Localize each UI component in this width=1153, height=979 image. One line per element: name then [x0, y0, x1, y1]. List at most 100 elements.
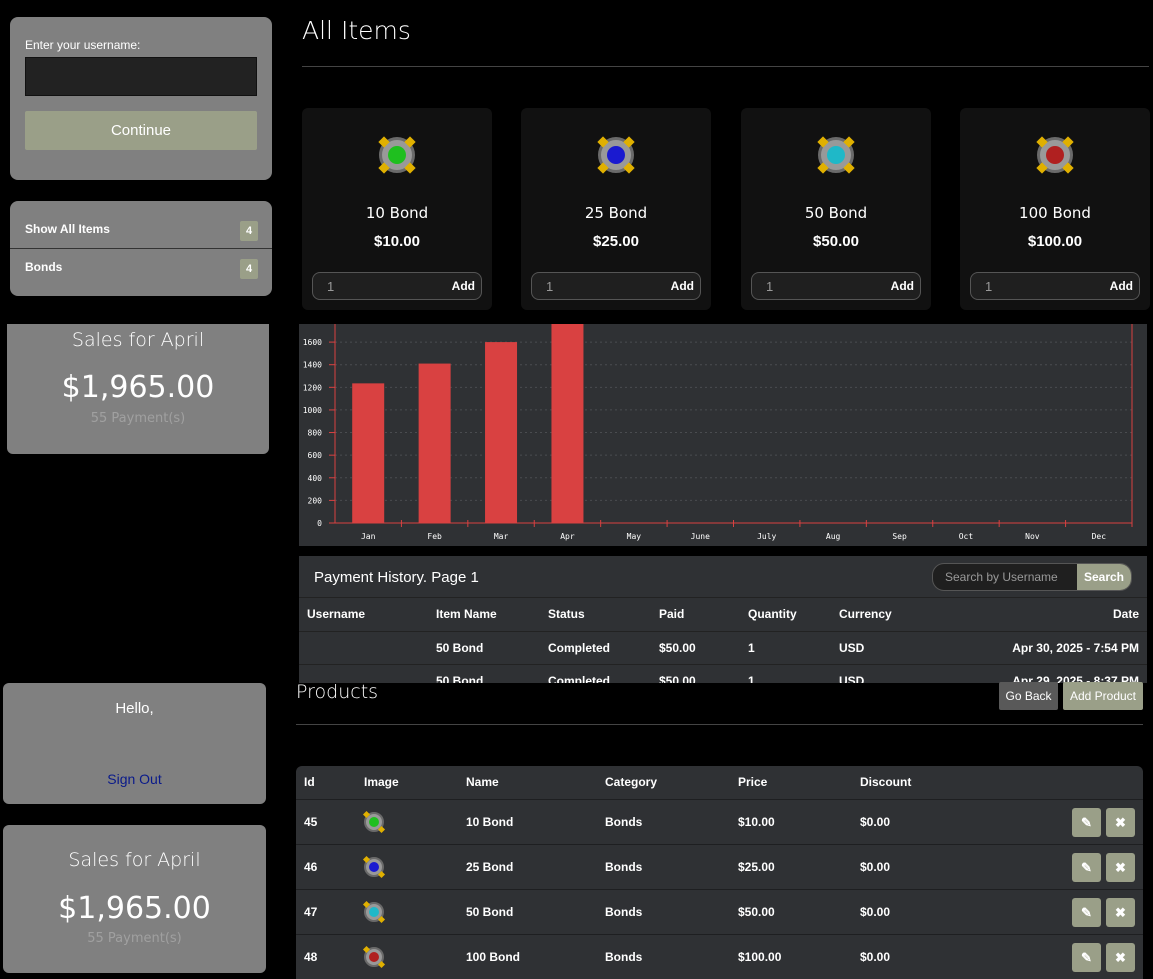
id-cell: 48 [304, 950, 318, 964]
greeting: Hello, [115, 700, 154, 717]
y-tick-label: 0 [317, 519, 322, 528]
category-bonds[interactable]: Bonds 4 [10, 239, 272, 279]
table-row: 45 10 Bond Bonds $10.00 $0.00 ✎ ✖ [296, 799, 1143, 844]
quantity-field[interactable]: 1 Add [312, 272, 482, 300]
discount-cell: $0.00 [860, 860, 891, 874]
x-tick-label: June [691, 532, 710, 541]
item-price: $25.00 [593, 233, 639, 250]
id-cell: 46 [304, 860, 318, 874]
price-cell: $10.00 [738, 815, 775, 829]
quantity-input[interactable]: 1 [766, 279, 774, 294]
status-cell: Completed [548, 674, 611, 683]
edit-icon[interactable]: ✎ [1072, 898, 1101, 927]
category-panel: Show All Items 4 Bonds 4 [10, 201, 272, 296]
paid-cell: $50.00 [659, 641, 696, 655]
column-header: Image [364, 775, 399, 789]
column-header: Paid [659, 607, 685, 621]
delete-icon[interactable]: ✖ [1106, 853, 1135, 882]
discount-cell: $0.00 [860, 815, 891, 829]
category-cell: Bonds [605, 905, 643, 919]
quantity-field[interactable]: 1 Add [970, 272, 1140, 300]
divider [296, 724, 1143, 725]
quantity-cell: 1 [748, 674, 755, 683]
sales-amount: $1,965.00 [58, 891, 211, 926]
x-tick-label: Nov [1025, 532, 1040, 541]
monthly-sales-chart: 0 200 400 600 800 1000 1200 1400 1600 Jan Feb Mar Ap… [299, 324, 1147, 546]
edit-icon[interactable]: ✎ [1072, 853, 1101, 882]
edit-icon[interactable]: ✎ [1072, 808, 1101, 837]
y-tick-label: 1600 [303, 338, 322, 347]
account-panel: Hello, Sign Out [3, 683, 266, 804]
table-row: 46 25 Bond Bonds $25.00 $0.00 ✎ ✖ [296, 844, 1143, 889]
column-header: Date [1112, 607, 1139, 621]
item-price: $100.00 [1027, 233, 1083, 250]
table-row: 47 50 Bond Bonds $50.00 $0.00 ✎ ✖ [296, 889, 1143, 934]
add-to-cart-button[interactable]: Add [451, 279, 475, 293]
date-cell: Apr 30, 2025 - 7:54 PM [1012, 641, 1139, 655]
quantity-field[interactable]: 1 Add [751, 272, 921, 300]
sales-summary-card: Sales for April $1,965.00 55 Payment(s) [7, 324, 269, 454]
quantity-field[interactable]: 1 Add [531, 272, 701, 300]
item-name: 10 Bond [365, 204, 429, 222]
y-tick-label: 1000 [303, 406, 322, 415]
item-cell: 50 Bond [436, 674, 484, 683]
bond-gem-blue-icon [362, 855, 386, 879]
quantity-input[interactable]: 1 [985, 279, 993, 294]
quantity-input[interactable]: 1 [327, 279, 335, 294]
quantity-input[interactable]: 1 [546, 279, 554, 294]
delete-icon[interactable]: ✖ [1106, 943, 1135, 972]
item-card: 10 Bond $10.00 1 Add [302, 108, 492, 310]
x-tick-label: Mar [494, 532, 509, 541]
x-tick-label: Apr [560, 532, 575, 541]
category-count-badge: 4 [240, 259, 258, 279]
column-header: Name [466, 775, 499, 789]
sales-title: Sales for April [71, 329, 205, 351]
category-show-all-items[interactable]: Show All Items 4 [10, 201, 272, 241]
edit-icon[interactable]: ✎ [1072, 943, 1101, 972]
divider [299, 597, 1147, 598]
delete-icon[interactable]: ✖ [1106, 898, 1135, 927]
category-cell: Bonds [605, 860, 643, 874]
bar [418, 363, 451, 523]
search-button[interactable]: Search [1077, 564, 1131, 590]
category-label: Show All Items [25, 222, 110, 236]
item-name: 50 Bond [804, 204, 868, 222]
products-title: Products [296, 681, 379, 703]
bond-gem-blue-icon [597, 136, 635, 174]
x-tick-label: Jan [361, 532, 376, 541]
search-bar: Search by Username Search [932, 563, 1132, 591]
bar [551, 324, 584, 523]
divider [10, 248, 272, 249]
username-input[interactable] [25, 57, 257, 96]
column-header: Price [738, 775, 768, 789]
item-price: $10.00 [374, 233, 420, 250]
item-cell: 50 Bond [436, 641, 484, 655]
status-cell: Completed [548, 641, 611, 655]
item-name: 100 Bond [1019, 204, 1091, 222]
divider [299, 631, 1147, 632]
add-to-cart-button[interactable]: Add [890, 279, 914, 293]
currency-cell: USD [839, 641, 865, 655]
item-price: $50.00 [813, 233, 859, 250]
add-to-cart-button[interactable]: Add [1109, 279, 1133, 293]
go-back-button[interactable]: Go Back [999, 682, 1058, 710]
delete-icon[interactable]: ✖ [1106, 808, 1135, 837]
divider [299, 664, 1147, 665]
currency-cell: USD [839, 674, 865, 683]
sales-amount: $1,965.00 [61, 370, 215, 405]
sign-out-link[interactable]: Sign Out [107, 771, 162, 787]
category-cell: Bonds [605, 950, 643, 964]
products-table: Id Image Name Category Price Discount 45… [296, 766, 1143, 979]
continue-button[interactable]: Continue [25, 111, 257, 150]
username-label: Enter your username: [25, 38, 141, 52]
y-tick-label: 800 [308, 429, 323, 438]
x-tick-label: Aug [826, 532, 841, 541]
sales-title: Sales for April [68, 849, 201, 871]
payment-history-panel: Payment History. Page 1 Search by Userna… [299, 556, 1147, 683]
add-product-button[interactable]: Add Product [1063, 682, 1143, 710]
item-card: 50 Bond $50.00 1 Add [741, 108, 931, 310]
add-to-cart-button[interactable]: Add [670, 279, 694, 293]
search-input[interactable]: Search by Username [945, 570, 1058, 584]
y-tick-label: 400 [308, 474, 323, 483]
y-tick-label: 1400 [303, 361, 322, 370]
